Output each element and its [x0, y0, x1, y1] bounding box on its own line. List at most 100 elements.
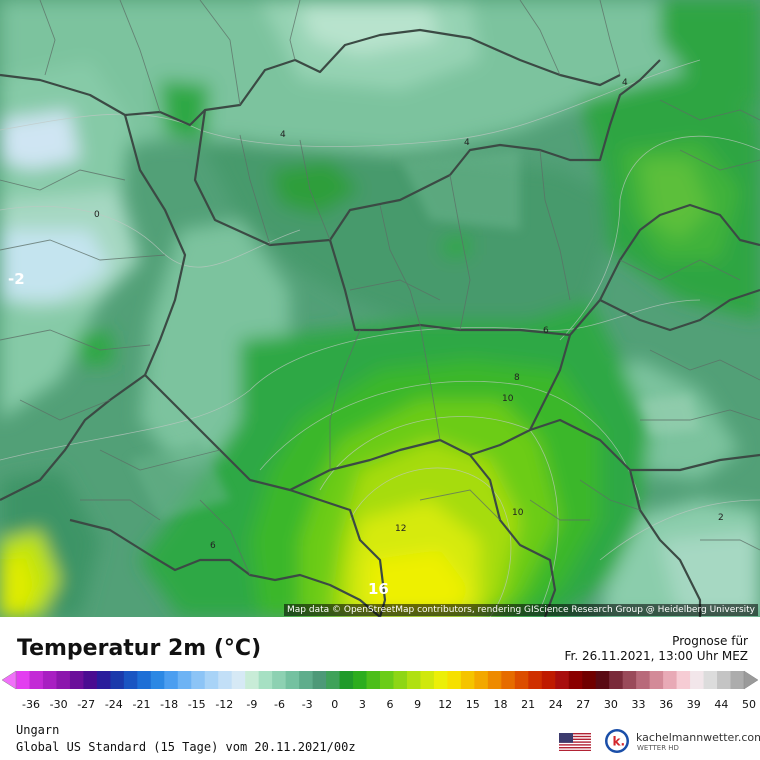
- contour-label: 6: [543, 326, 549, 336]
- colorbar-tick-label: -27: [77, 698, 95, 711]
- brand-subtitle: WETTER HD: [637, 744, 679, 752]
- us-flag-icon: [559, 733, 591, 751]
- colorbar-segment: [717, 671, 732, 689]
- colorbar-tick-label: 50: [742, 698, 756, 711]
- temperature-map[interactable]: 0 -2 4 4 4 6 8 10 12 16 10 6 2 Map data …: [0, 0, 760, 617]
- colorbar-segment: [622, 671, 637, 689]
- colorbar-tick-label: -12: [215, 698, 233, 711]
- colorbar-segment: [474, 671, 489, 689]
- colorbar-tick-label: 9: [414, 698, 421, 711]
- colorbar-tick-label: 39: [687, 698, 701, 711]
- contour-label: 8: [514, 373, 520, 383]
- colorbar-tick-label: 3: [359, 698, 366, 711]
- colorbar-segment: [420, 671, 435, 689]
- colorbar-tick-label: 0: [331, 698, 338, 711]
- contour-label: 10: [502, 394, 514, 404]
- colorbar-tick-label: -30: [50, 698, 68, 711]
- colorbar-segment: [231, 671, 246, 689]
- colorbar-segment: [730, 671, 745, 689]
- colorbar-tick-label: -9: [246, 698, 257, 711]
- brand-name[interactable]: kachelmannwetter.com: [636, 731, 760, 744]
- colorbar-tick-label: -3: [302, 698, 313, 711]
- contour-label: -2: [8, 270, 25, 288]
- colorbar-segment: [595, 671, 610, 689]
- colorbar-segment: [501, 671, 516, 689]
- colorbar-tick-label: 27: [576, 698, 590, 711]
- forecast-label: Prognose für: [672, 634, 748, 648]
- colorbar-tick-label: 30: [604, 698, 618, 711]
- colorbar-right-arrow: [743, 670, 759, 690]
- colorbar-segment: [96, 671, 111, 689]
- colorbar-segment: [663, 671, 678, 689]
- colorbar-tick-label: -18: [160, 698, 178, 711]
- colorbar-tick-label: 21: [521, 698, 535, 711]
- colorbar-segment: [245, 671, 260, 689]
- colorbar-segment: [191, 671, 206, 689]
- colorbar-segment: [83, 671, 98, 689]
- contour-label: 0: [94, 210, 100, 220]
- contour-label: 4: [280, 130, 286, 140]
- colorbar-tick-label: 33: [632, 698, 646, 711]
- colorbar-segment: [204, 671, 219, 689]
- colorbar-tick-label: -6: [274, 698, 285, 711]
- map-canvas: 0 -2 4 4 4 6 8 10 12 16 10 6 2: [0, 0, 760, 617]
- colorbar-tick-label: 15: [466, 698, 480, 711]
- colorbar-segment: [582, 671, 597, 689]
- colorbar-segment: [393, 671, 408, 689]
- colorbar-segment: [555, 671, 570, 689]
- colorbar-tick-label: 24: [549, 698, 563, 711]
- colorbar-segment: [690, 671, 705, 689]
- forecast-date: Fr. 26.11.2021, 13:00 Uhr MEZ: [564, 649, 748, 663]
- colorbar-segment: [177, 671, 192, 689]
- colorbar-segment: [609, 671, 624, 689]
- contour-label: 4: [622, 78, 628, 88]
- colorbar-segments: [16, 671, 745, 689]
- colorbar-segment: [541, 671, 556, 689]
- model-run-label: Global US Standard (15 Tage) vom 20.11.2…: [16, 740, 356, 754]
- kachelmann-logo[interactable]: k.: [604, 728, 630, 754]
- region-label: Ungarn: [16, 723, 60, 737]
- colorbar-segment: [433, 671, 449, 689]
- colorbar-segment: [285, 671, 300, 689]
- colorbar-segment: [528, 671, 543, 689]
- contour-label: 10: [512, 508, 524, 518]
- colorbar-tick-label: -21: [133, 698, 151, 711]
- contour-label: 16: [368, 580, 389, 598]
- colorbar-segment: [460, 671, 475, 689]
- region-borders: [0, 0, 760, 576]
- colorbar-segment: [380, 671, 395, 689]
- colorbar-segment: [272, 671, 287, 689]
- colorbar-segment: [218, 671, 233, 689]
- temperature-colorbar: -36 -30 -27 -24 -21 -18 -15 -12 -9 -6 -3 0 3 6 9 12 15 18…: [0, 670, 760, 714]
- colorbar-segment: [123, 671, 138, 689]
- colorbar-segment: [110, 671, 125, 689]
- colorbar-segment: [649, 671, 664, 689]
- colorbar-segment: [56, 671, 71, 689]
- map-attribution: Map data © OpenStreetMap contributors, r…: [284, 604, 758, 616]
- colorbar-segment: [137, 671, 152, 689]
- colorbar-tick-label: -36: [22, 698, 40, 711]
- colorbar-tick-label: 12: [438, 698, 452, 711]
- colorbar-segment: [514, 671, 529, 689]
- contour-label: 12: [395, 524, 406, 534]
- colorbar-tick-label: 44: [714, 698, 728, 711]
- colorbar-segment: [164, 671, 179, 689]
- colorbar-segment: [29, 671, 44, 689]
- colorbar-tick-label: -24: [105, 698, 123, 711]
- contour-labels: 0 -2 4 4 4 6 8 10 12 16 10 6 2: [8, 78, 724, 598]
- colorbar-segment: [69, 671, 85, 689]
- colorbar-segment: [568, 671, 583, 689]
- chart-title: Temperatur 2m (°C): [17, 636, 262, 661]
- colorbar-segment: [406, 671, 422, 689]
- colorbar-segment: [42, 671, 58, 689]
- colorbar-segment: [353, 671, 368, 689]
- country-borders: [0, 28, 760, 617]
- colorbar-segment: [16, 671, 31, 689]
- colorbar-segment: [326, 671, 341, 689]
- colorbar-segment: [487, 671, 502, 689]
- colorbar-segment: [150, 671, 165, 689]
- svg-text:k.: k.: [613, 735, 626, 749]
- colorbar-tick-label: 6: [387, 698, 394, 711]
- colorbar-segment: [447, 671, 462, 689]
- colorbar-segment: [339, 671, 354, 689]
